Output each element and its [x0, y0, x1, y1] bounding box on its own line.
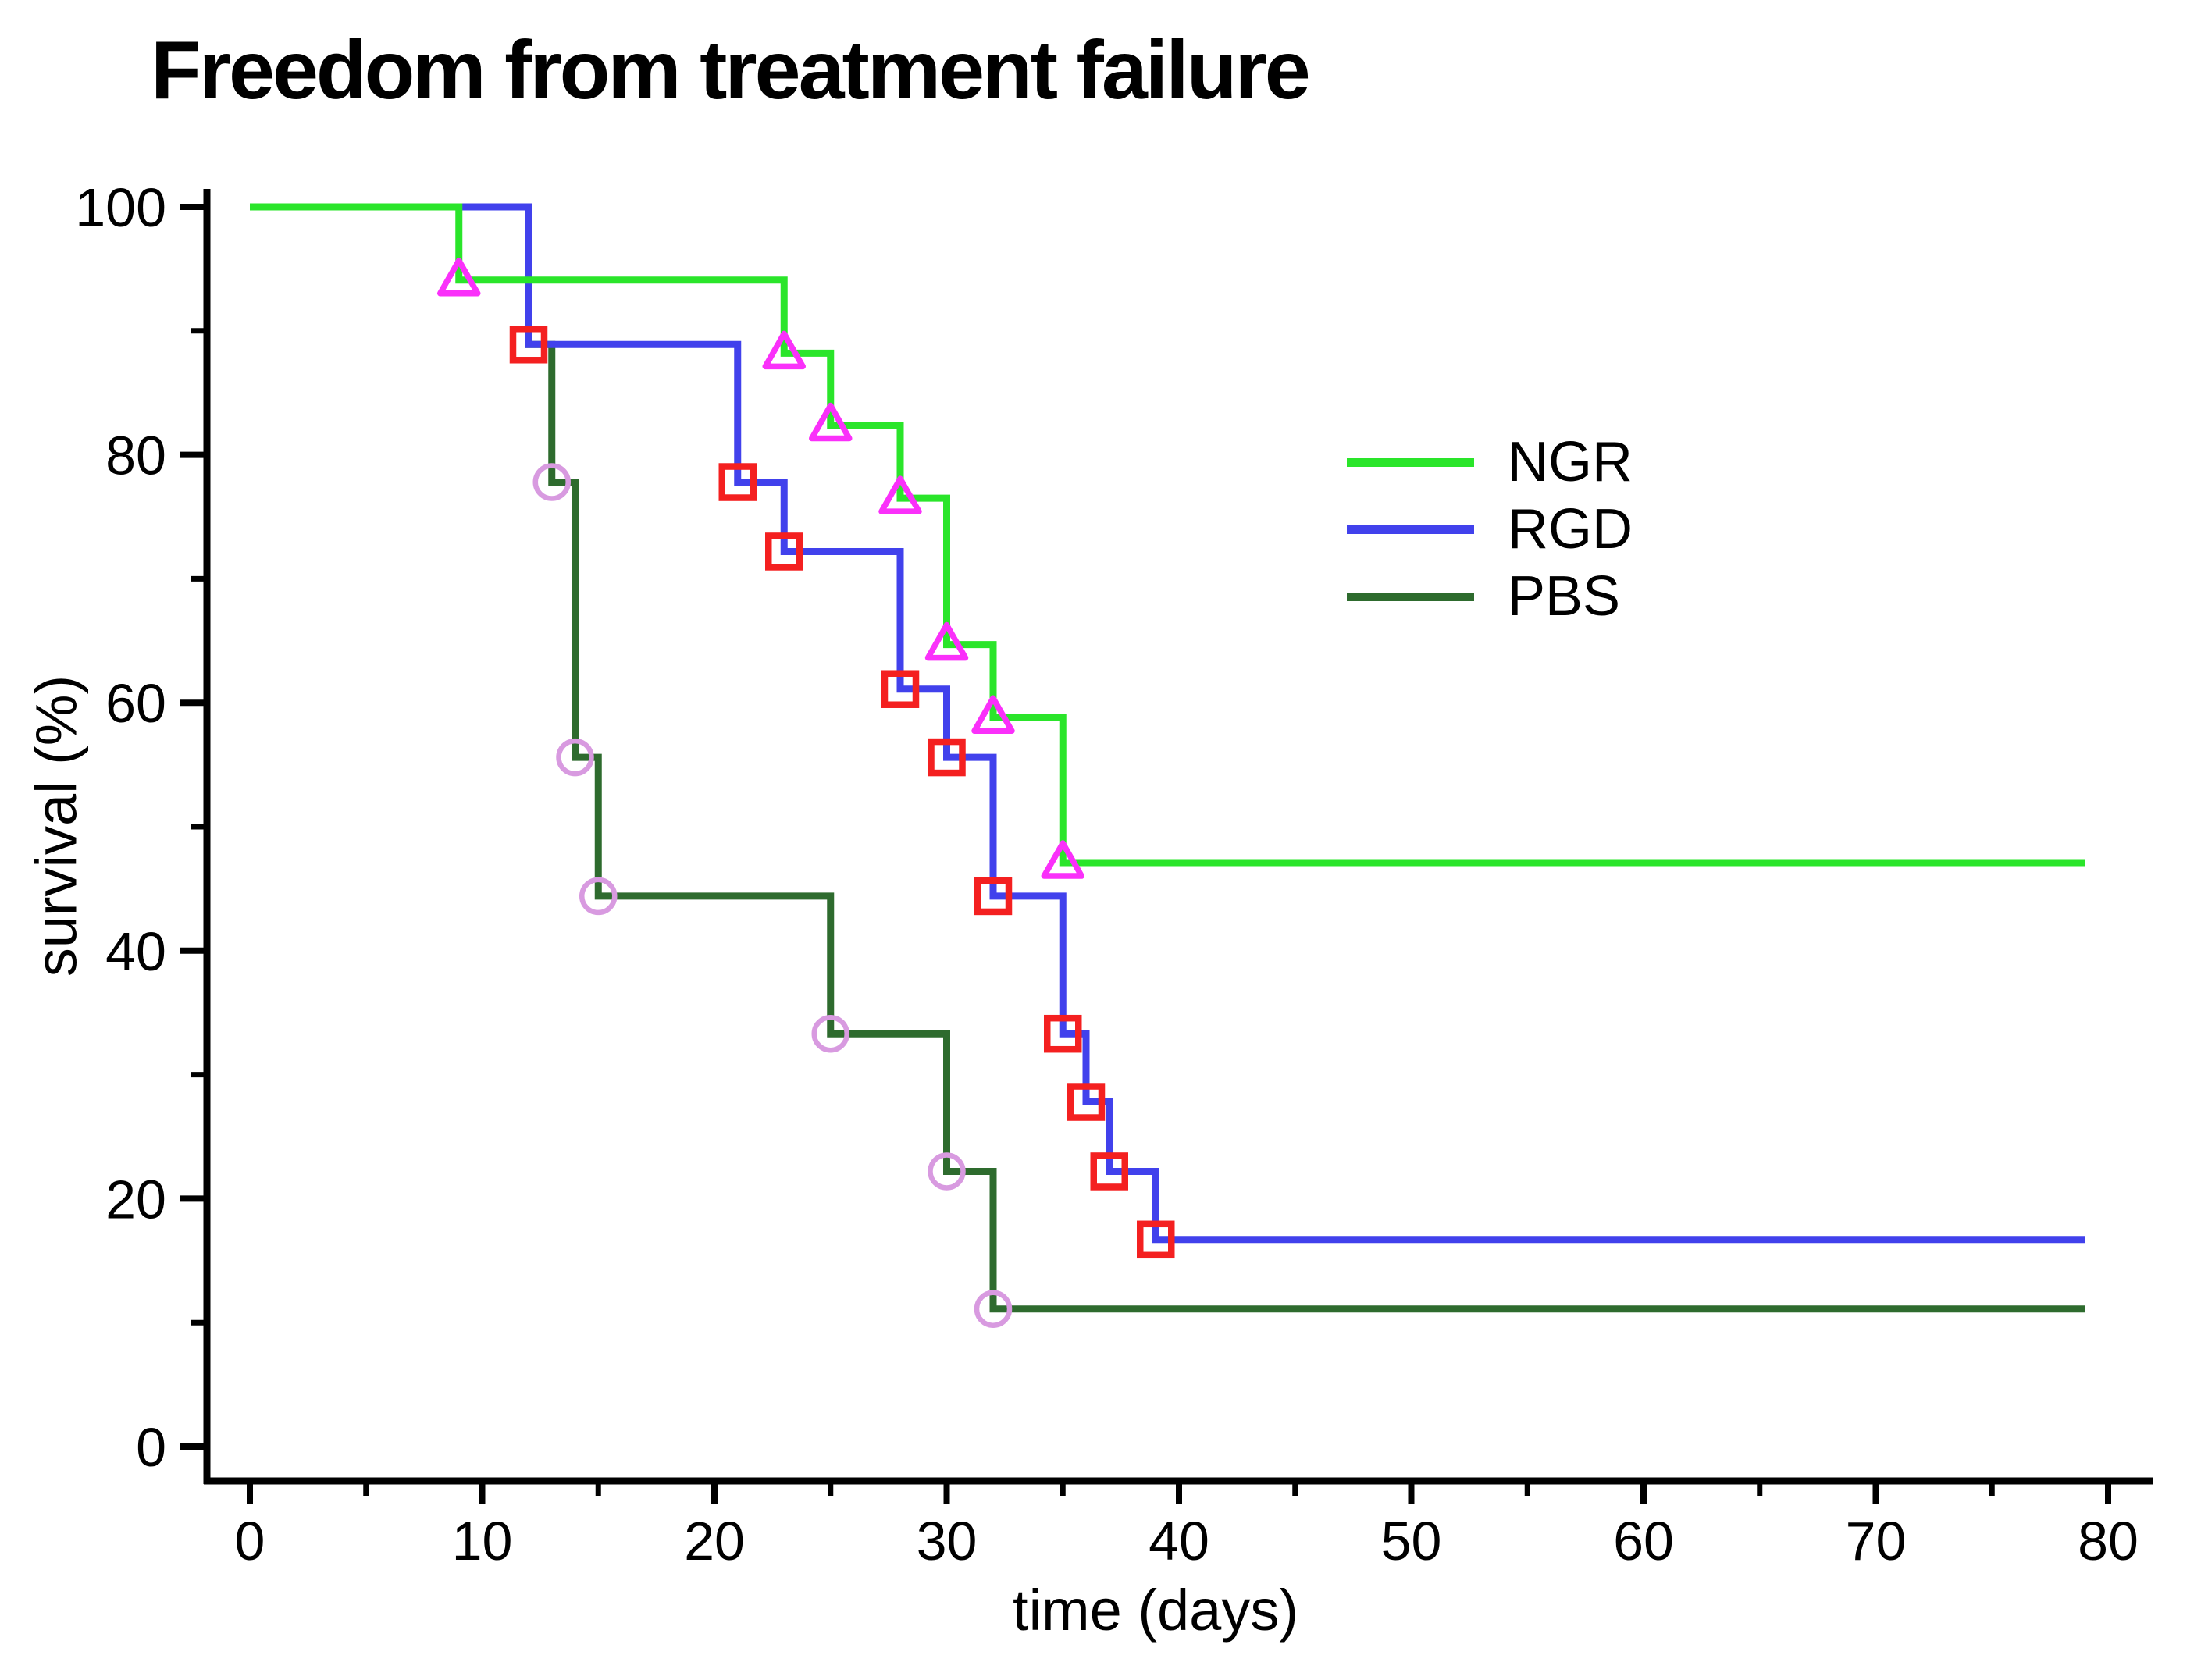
x-axis-tick-label-60: 60: [1613, 1511, 1674, 1571]
pbs-event-marker-circle: [928, 1152, 966, 1191]
x-axis-tick-label-30: 30: [917, 1511, 978, 1571]
legend-item-rgd: RGD: [1347, 496, 1633, 563]
y-axis-tick-label-40: 40: [105, 921, 166, 982]
pbs-event-marker-circle: [811, 1014, 849, 1053]
y-axis-tick-label-20: 20: [105, 1169, 166, 1230]
ngr-survival-curve: [250, 203, 2085, 867]
x-axis-tick-label-40: 40: [1149, 1511, 1209, 1571]
ngr-event-marker-triangle: [437, 257, 481, 297]
ngr-event-marker-triangle: [971, 695, 1015, 735]
x-axis-tick-label-0: 0: [235, 1511, 265, 1571]
ngr-event-marker-triangle: [1041, 840, 1084, 879]
x-axis-tick-label-20: 20: [684, 1511, 745, 1571]
y-axis-tick-label-80: 80: [105, 425, 166, 486]
y-axis-tick-label-0: 0: [136, 1417, 166, 1478]
x-axis-tick-label-80: 80: [2078, 1511, 2139, 1571]
x-axis-tick-label-70: 70: [1846, 1511, 1907, 1571]
pbs-event-marker-circle: [974, 1290, 1013, 1328]
legend-label-ngr: NGR: [1508, 431, 1633, 493]
pbs-survival-curve: [250, 203, 2085, 1313]
legend-item-pbs: PBS: [1347, 563, 1633, 630]
rgd-event-marker-square: [1067, 1083, 1106, 1121]
y-axis-tick-label-60: 60: [105, 673, 166, 734]
y-axis-tick-label-100: 100: [75, 177, 166, 238]
rgd-event-marker-square: [1090, 1152, 1128, 1191]
legend-label-rgd: RGD: [1508, 498, 1633, 561]
rgd-event-marker-square: [881, 670, 920, 708]
ngr-event-marker-triangle: [878, 475, 922, 514]
ngr-event-marker-triangle: [809, 402, 853, 442]
rgd-event-marker-square: [1044, 1014, 1082, 1053]
x-axis-tick-label-50: 50: [1381, 1511, 1442, 1571]
x-axis-tick-label-10: 10: [452, 1511, 513, 1571]
pbs-line-swatch: [1347, 592, 1474, 601]
pbs-event-marker-circle: [579, 877, 618, 916]
rgd-event-marker-square: [765, 532, 803, 571]
chart-title: Freedom from treatment failure: [151, 24, 1311, 116]
legend-label-pbs: PBS: [1508, 565, 1621, 628]
ngr-event-marker-triangle: [762, 330, 806, 370]
y-axis-label: survival (%): [23, 674, 89, 977]
ngr-event-marker-triangle: [924, 621, 969, 661]
rgd-event-marker-square: [718, 463, 757, 501]
legend-item-ngr: NGR: [1347, 429, 1633, 496]
rgd-event-marker-square: [974, 877, 1013, 916]
rgd-survival-curve: [250, 203, 2085, 1244]
pbs-event-marker-circle: [532, 463, 571, 501]
rgd-event-marker-square: [509, 326, 548, 364]
ngr-line-swatch: [1347, 457, 1474, 467]
rgd-line-swatch: [1347, 525, 1474, 534]
legend: NGR RGD PBS: [1347, 429, 1633, 630]
pbs-event-marker-circle: [556, 738, 594, 777]
rgd-event-marker-square: [928, 738, 966, 777]
x-axis-label: time (days): [1013, 1578, 1298, 1643]
rgd-event-marker-square: [1137, 1220, 1175, 1259]
